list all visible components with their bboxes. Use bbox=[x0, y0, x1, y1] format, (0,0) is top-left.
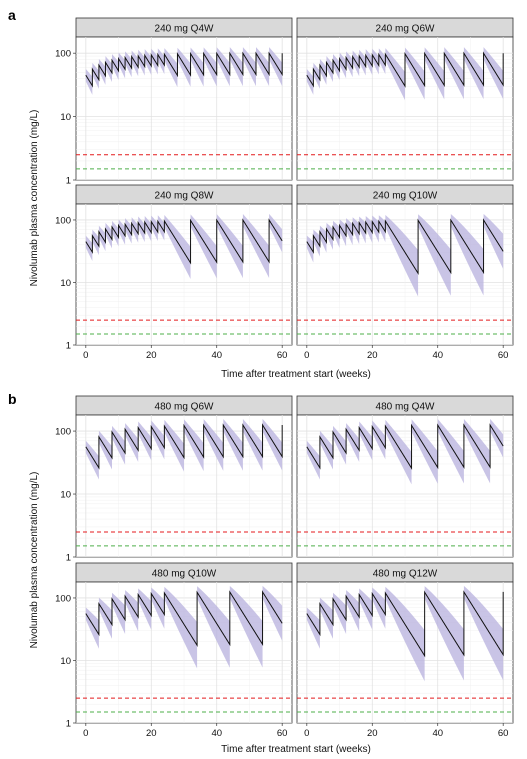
figure-group-b: b Nivolumab plasma concentration (mg/L) … bbox=[8, 391, 371, 755]
grid bbox=[76, 204, 292, 345]
y-tick-label: 1 bbox=[66, 341, 71, 352]
x-tick-label: 60 bbox=[277, 728, 288, 739]
median-line bbox=[306, 590, 504, 658]
x-tick-label: 20 bbox=[146, 350, 157, 361]
y-axis-title-b: Nivolumab plasma concentration (mg/L) bbox=[29, 472, 40, 649]
series-group bbox=[76, 585, 292, 713]
series-group bbox=[76, 418, 292, 547]
y-tick-label: 10 bbox=[60, 656, 71, 667]
facet-panel: 480 mg Q12W 0 20 40 60 bbox=[296, 562, 514, 739]
x-tick-label: 0 bbox=[304, 728, 309, 739]
x-tick-label: 40 bbox=[432, 728, 443, 739]
y-tick-label: 1 bbox=[66, 176, 71, 187]
facet-panel: 480 mg Q4W bbox=[296, 395, 514, 558]
y-tick-label: 1 bbox=[66, 553, 71, 564]
series-group bbox=[297, 418, 513, 547]
series-group bbox=[76, 213, 292, 335]
series-group bbox=[297, 213, 513, 335]
prediction-interval-band bbox=[306, 585, 504, 682]
y-tick-label: 10 bbox=[60, 278, 71, 289]
figure-group-a: a Nivolumab plasma concentration (mg/L) … bbox=[8, 7, 371, 380]
median-line bbox=[85, 218, 283, 265]
group-letter-a: a bbox=[8, 7, 16, 23]
facet-panel: 240 mg Q10W 0 20 40 60 bbox=[296, 184, 514, 361]
median-line bbox=[85, 51, 283, 88]
y-axis-title-a: Nivolumab plasma concentration (mg/L) bbox=[29, 110, 40, 287]
facet-panel: 240 mg Q4W 1 10 100 bbox=[55, 17, 293, 187]
facet-panel: 240 mg Q8W 1 10 100 0 20 40 60 bbox=[55, 184, 293, 361]
x-axis-title-a: Time after treatment start (weeks) bbox=[221, 369, 371, 380]
prediction-interval-band bbox=[85, 585, 283, 669]
y-tick-label: 100 bbox=[55, 215, 71, 226]
series-group bbox=[297, 585, 513, 713]
facet-title: 240 mg Q6W bbox=[376, 24, 435, 35]
facet-title: 480 mg Q10W bbox=[152, 569, 217, 580]
median-line bbox=[306, 218, 504, 276]
x-tick-label: 20 bbox=[367, 350, 378, 361]
prediction-interval-band bbox=[306, 213, 504, 297]
x-tick-label: 60 bbox=[498, 350, 509, 361]
prediction-interval-band bbox=[306, 418, 504, 485]
series-group bbox=[297, 47, 513, 170]
x-axis-title-b: Time after treatment start (weeks) bbox=[221, 744, 371, 755]
facet-title: 480 mg Q4W bbox=[376, 402, 435, 413]
median-line bbox=[85, 590, 283, 647]
x-tick-label: 40 bbox=[211, 728, 222, 739]
median-line bbox=[85, 423, 283, 470]
y-tick-label: 1 bbox=[66, 719, 71, 730]
series-group bbox=[76, 47, 292, 170]
facet-title: 240 mg Q10W bbox=[373, 191, 438, 202]
y-tick-label: 100 bbox=[55, 49, 71, 60]
x-tick-label: 0 bbox=[304, 350, 309, 361]
median-line bbox=[306, 423, 504, 470]
y-tick-label: 10 bbox=[60, 490, 71, 501]
facet-title: 240 mg Q8W bbox=[155, 191, 214, 202]
facet-panel: 480 mg Q10W 1 10 100 0 20 40 60 bbox=[55, 562, 293, 739]
x-tick-label: 40 bbox=[211, 350, 222, 361]
x-tick-label: 20 bbox=[146, 728, 157, 739]
x-tick-label: 60 bbox=[277, 350, 288, 361]
x-tick-label: 0 bbox=[83, 350, 88, 361]
facet-title: 240 mg Q4W bbox=[155, 24, 214, 35]
prediction-interval-band bbox=[85, 213, 283, 279]
facet-panel: 480 mg Q6W 1 10 100 bbox=[55, 395, 293, 564]
y-tick-label: 100 bbox=[55, 593, 71, 604]
x-tick-label: 0 bbox=[83, 728, 88, 739]
group-letter-b: b bbox=[8, 391, 17, 407]
facet-title: 480 mg Q12W bbox=[373, 569, 438, 580]
facet-title: 480 mg Q6W bbox=[155, 402, 214, 413]
median-line bbox=[306, 51, 504, 88]
x-tick-label: 60 bbox=[498, 728, 509, 739]
facet-panel: 240 mg Q6W bbox=[296, 17, 514, 181]
y-tick-label: 100 bbox=[55, 427, 71, 438]
x-tick-label: 40 bbox=[432, 350, 443, 361]
y-tick-label: 10 bbox=[60, 112, 71, 123]
x-tick-label: 20 bbox=[367, 728, 378, 739]
